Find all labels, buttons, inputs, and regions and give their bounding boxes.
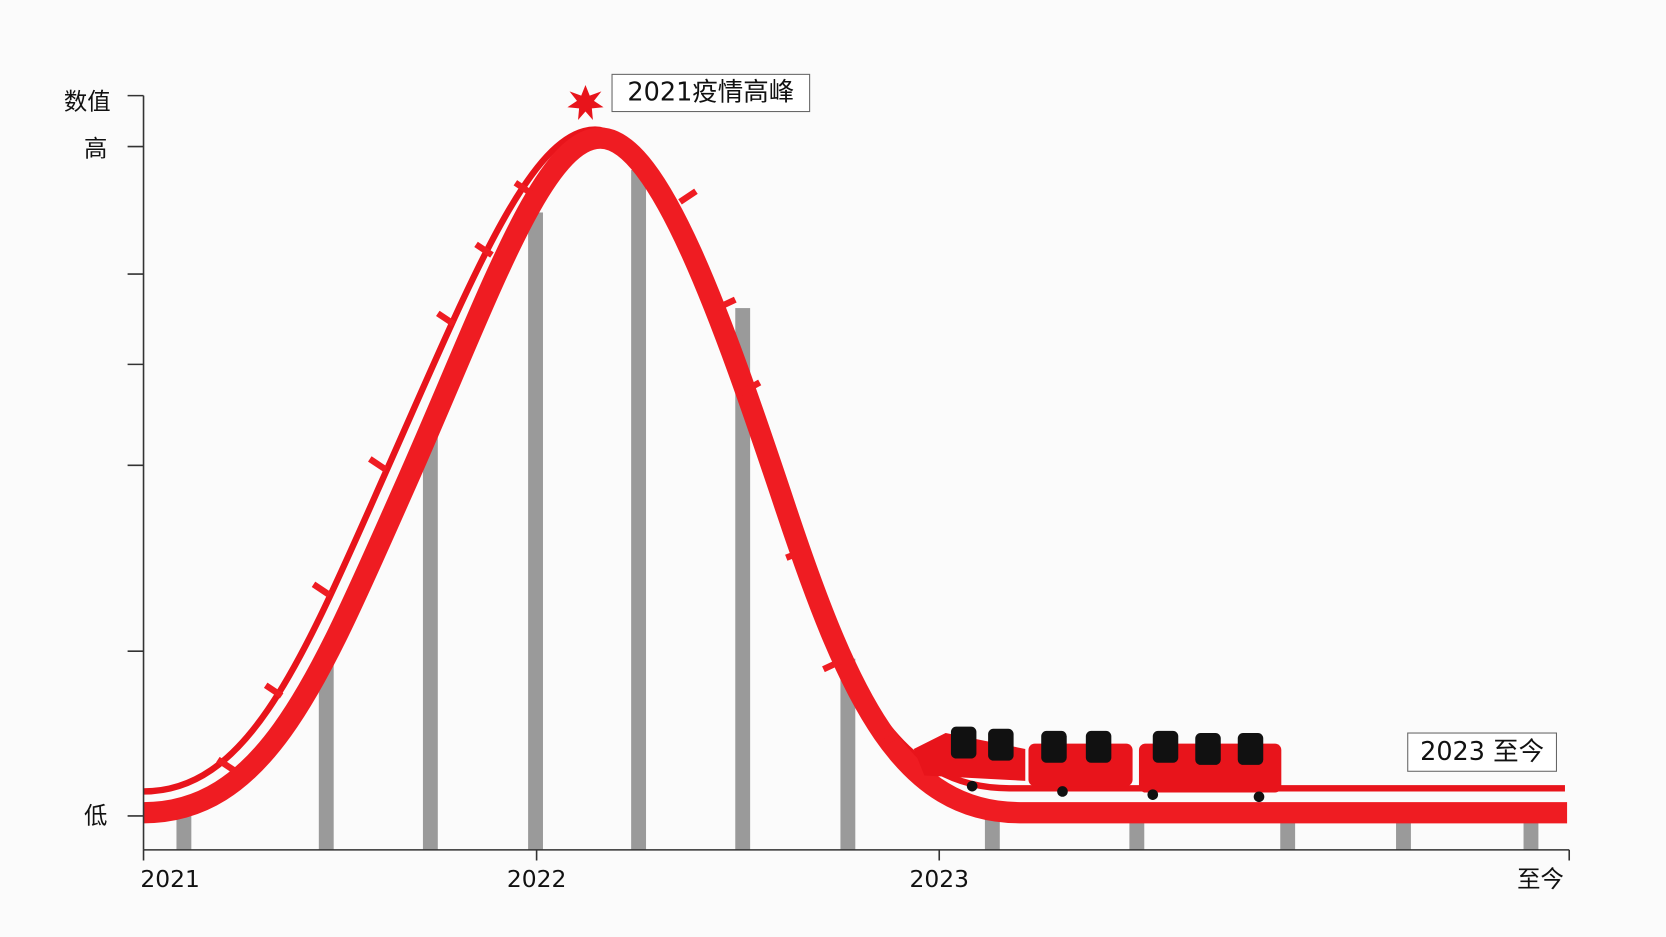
x-axis [142,849,1571,861]
x-label: 至今 [1517,865,1564,893]
x-label: 2023 [910,865,969,893]
coaster-cars [913,726,1282,803]
annotation-box [1407,732,1557,772]
y-axis [127,94,145,850]
y-label: 高 [84,134,107,162]
annotation-box [611,73,811,113]
rail-main [143,127,1568,824]
annotation: 2021疫情高峰 [627,77,794,107]
rail-ties [216,180,900,773]
x-label: 2021 [140,865,199,893]
x-label: 2022 [507,865,566,893]
annotation: 2023 至今 [1420,737,1544,767]
y-label: 低 [84,801,107,829]
peak-star [567,84,604,121]
pillars [176,169,1539,850]
y-axis-title: 数值 [64,88,111,116]
